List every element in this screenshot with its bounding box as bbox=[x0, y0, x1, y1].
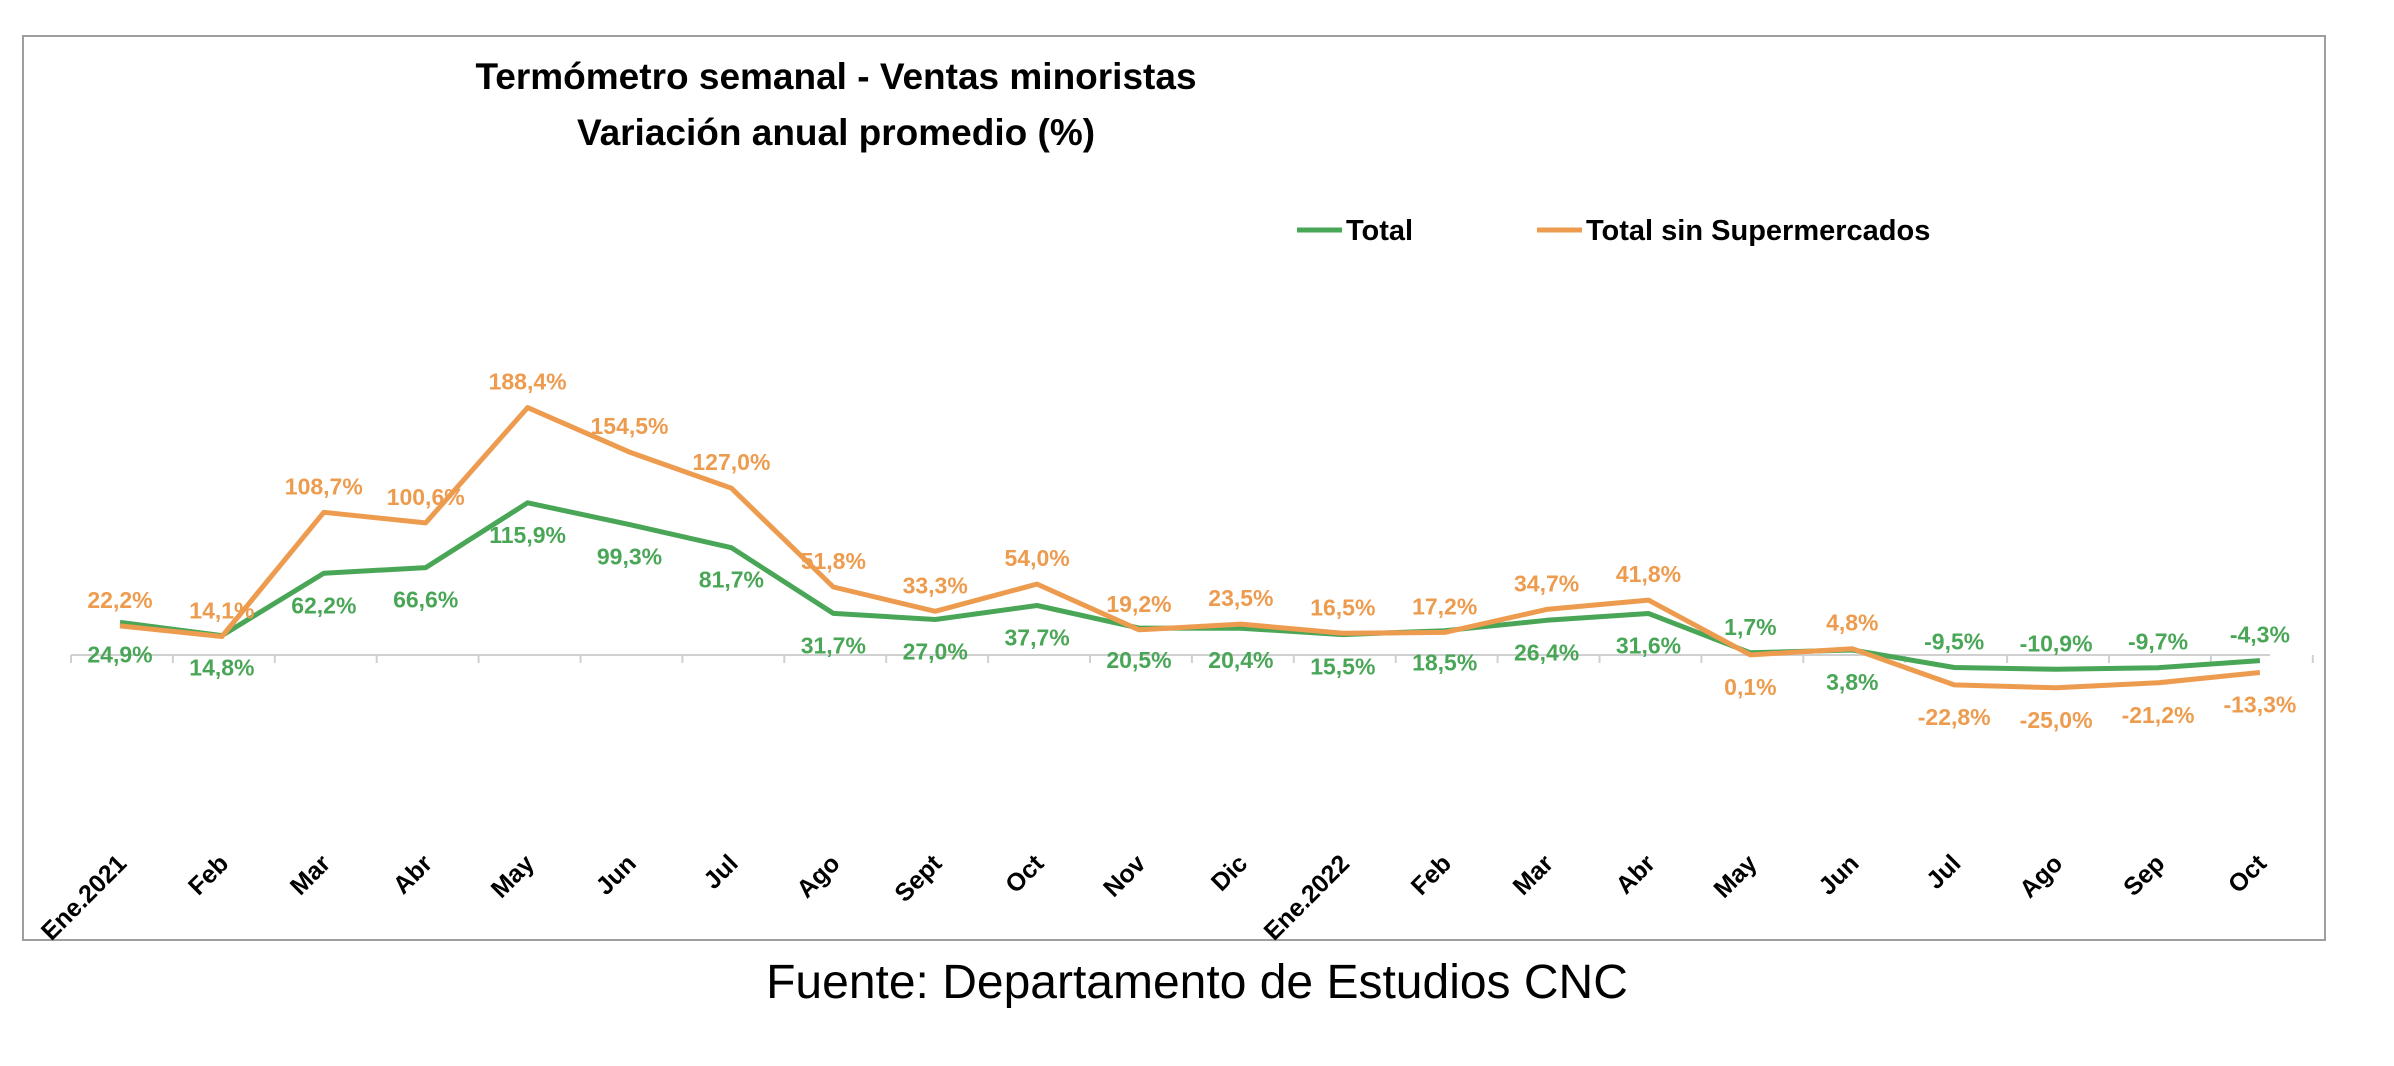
data-label-total: 24,9% bbox=[87, 641, 152, 667]
data-label-total-sin-supermercados: 33,3% bbox=[903, 572, 968, 598]
data-label-total-sin-supermercados: 23,5% bbox=[1208, 585, 1273, 611]
x-tick-label: Jun bbox=[1813, 849, 1864, 900]
data-label-total-sin-supermercados: 16,5% bbox=[1310, 594, 1375, 620]
data-label-total: 20,5% bbox=[1106, 647, 1171, 673]
data-label-total: 1,7% bbox=[1724, 614, 1776, 640]
data-label-total: -4,3% bbox=[2230, 622, 2290, 648]
plot-area: Ene.2021 Feb Mar Abr May Jun Jul Ago Sept Oct Nov D… bbox=[36, 369, 2314, 943]
data-label-total: 31,6% bbox=[1616, 633, 1681, 659]
data-label-total-sin-supermercados: -21,2% bbox=[2122, 702, 2195, 728]
x-tick-label: Mar bbox=[285, 849, 336, 900]
x-tick-label: Ene.2021 bbox=[36, 849, 133, 943]
x-tick-label: Nov bbox=[1098, 849, 1151, 902]
x-tick-label: Ene.2022 bbox=[1259, 849, 1355, 943]
data-label-total: 15,5% bbox=[1310, 654, 1375, 680]
x-tick-label: Feb bbox=[183, 849, 234, 900]
data-label-total: 18,5% bbox=[1412, 650, 1477, 676]
data-label-total-sin-supermercados: 19,2% bbox=[1106, 591, 1171, 617]
x-tick-label: Mar bbox=[1508, 849, 1559, 900]
series-line-total-sin-supermercados bbox=[119, 405, 2261, 691]
data-label-total-sin-supermercados: 51,8% bbox=[801, 548, 866, 574]
data-label-total: -10,9% bbox=[2020, 630, 2093, 656]
data-label-total: 20,4% bbox=[1208, 647, 1273, 673]
data-label-total-sin-supermercados: 154,5% bbox=[590, 413, 668, 439]
data-label-total: 66,6% bbox=[393, 587, 458, 613]
data-label-total-sin-supermercados: -13,3% bbox=[2223, 691, 2296, 717]
data-label-total: 62,2% bbox=[291, 592, 356, 618]
data-label-total-sin-supermercados: 188,4% bbox=[489, 369, 567, 395]
chart-subtitle: Variación anual promedio (%) bbox=[577, 112, 1095, 153]
x-tick-label: May bbox=[1708, 849, 1762, 903]
legend-label-total-sin-supermercados: Total sin Supermercados bbox=[1586, 215, 1930, 247]
data-label-total: -9,7% bbox=[2128, 629, 2188, 655]
x-tick-label: Dic bbox=[1206, 849, 1253, 896]
x-tick-label: Ago bbox=[791, 849, 845, 903]
data-label-total: 115,9% bbox=[489, 522, 566, 548]
x-tick-label: Jun bbox=[591, 849, 642, 900]
data-label-total-sin-supermercados: -22,8% bbox=[1918, 704, 1991, 730]
data-label-total-sin-supermercados: 41,8% bbox=[1616, 561, 1681, 587]
x-tick-label: Oct bbox=[1000, 849, 1050, 899]
x-tick-label: Abr bbox=[388, 849, 438, 899]
data-label-total: 27,0% bbox=[903, 639, 968, 665]
data-label-total-sin-supermercados: 54,0% bbox=[1004, 545, 1069, 571]
x-tick-label: Sept bbox=[889, 849, 948, 908]
data-label-total-sin-supermercados: -25,0% bbox=[2020, 707, 2093, 733]
data-label-total-sin-supermercados: 14,1% bbox=[189, 597, 254, 623]
data-label-total-sin-supermercados: 4,8% bbox=[1826, 610, 1878, 636]
data-label-total: 26,4% bbox=[1514, 639, 1579, 665]
source-note: Fuente: Departamento de Estudios CNC bbox=[766, 956, 1628, 1009]
legend-label-total: Total bbox=[1346, 215, 1413, 247]
data-label-total-sin-supermercados: 127,0% bbox=[692, 449, 770, 475]
data-label-total: 31,7% bbox=[801, 632, 866, 658]
data-label-total-sin-supermercados: 17,2% bbox=[1412, 593, 1477, 619]
x-tick-label: Sep bbox=[2118, 849, 2170, 901]
x-tick-label: Ago bbox=[2014, 849, 2068, 903]
x-tick-label: Jul bbox=[1921, 849, 1966, 894]
legend: Total Total sin Supermercados bbox=[1297, 215, 1930, 247]
data-label-total: 99,3% bbox=[597, 544, 662, 570]
data-label-total: -9,5% bbox=[1924, 628, 1984, 654]
data-label-total: 3,8% bbox=[1826, 669, 1878, 695]
x-tick-label: May bbox=[486, 849, 540, 903]
x-tick-label: Abr bbox=[1610, 849, 1660, 899]
x-tick-label: Feb bbox=[1406, 849, 1457, 900]
chart-title: Termómetro semanal - Ventas minoristas bbox=[475, 56, 1196, 97]
x-tick-label: Jul bbox=[698, 849, 743, 894]
data-label-total-sin-supermercados: 100,6% bbox=[387, 484, 465, 510]
data-label-total: 37,7% bbox=[1004, 624, 1069, 650]
data-label-total-sin-supermercados: 34,7% bbox=[1514, 570, 1579, 596]
data-label-total: 81,7% bbox=[699, 567, 764, 593]
chart-frame: Termómetro semanal - Ventas minoristas V… bbox=[22, 35, 2326, 943]
chart-svg: Termómetro semanal - Ventas minoristas V… bbox=[36, 56, 2314, 943]
x-tick-label: Oct bbox=[2223, 849, 2273, 899]
data-label-total-sin-supermercados: 0,1% bbox=[1724, 674, 1776, 700]
data-label-total: 14,8% bbox=[189, 655, 254, 681]
data-label-total-sin-supermercados: 22,2% bbox=[87, 587, 152, 613]
data-label-total-sin-supermercados: 108,7% bbox=[285, 473, 363, 499]
